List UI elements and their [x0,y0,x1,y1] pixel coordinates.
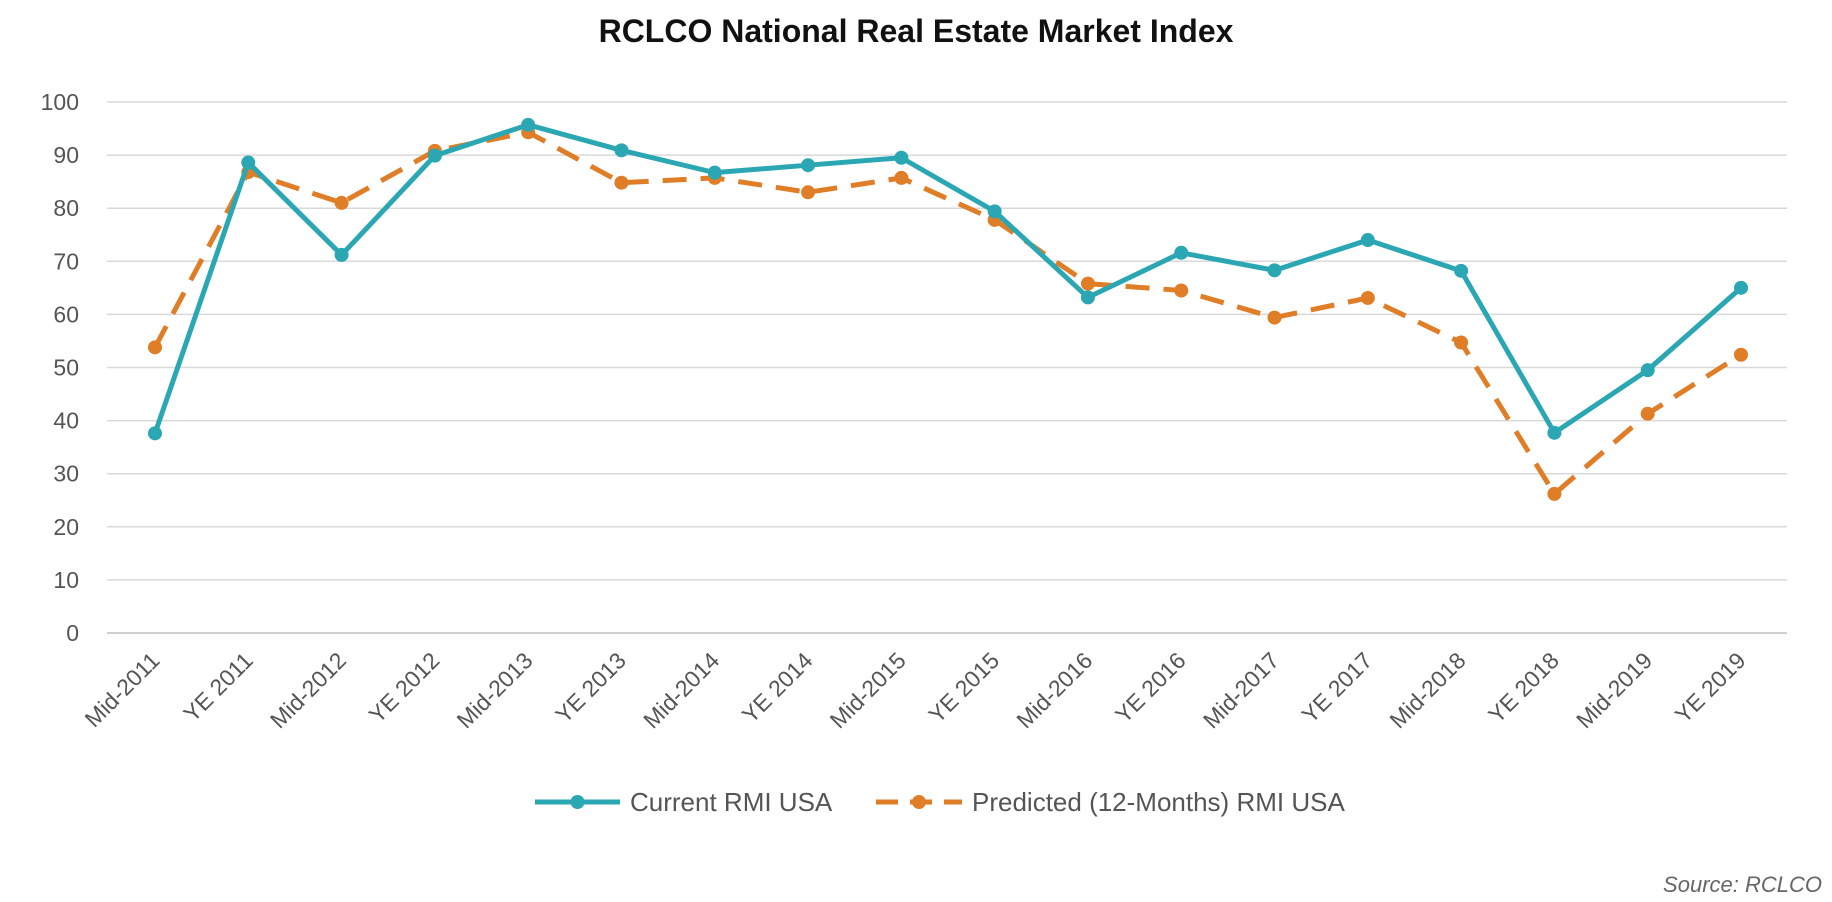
y-tick-label: 40 [53,408,79,434]
y-axis-tick-labels: 0 10 20 30 40 50 60 70 80 90 100 [41,89,79,646]
legend-swatch-marker [912,795,926,809]
data-point [801,185,816,200]
data-point [334,247,349,262]
data-point [987,204,1002,219]
y-tick-label: 30 [53,461,79,487]
legend: Current RMI USA Predicted (12-Months) RMI… [535,787,1345,817]
x-tick-label: Mid-2018 [1384,647,1470,733]
series-current-rmi-usa [148,117,1748,441]
data-point [1267,263,1282,278]
data-point [241,155,256,170]
x-tick-label: YE 2012 [364,647,445,728]
grid-layer [107,101,1787,634]
x-axis-tick-labels: Mid-2011 YE 2011 Mid-2012 YE 2012 Mid-2013 YE… [80,647,1751,733]
legend-swatch-marker [570,795,585,809]
y-tick-label: 10 [53,567,79,593]
data-point [707,165,722,180]
data-point [148,426,162,441]
x-tick-label: YE 2016 [1110,647,1191,728]
legend-item-predicted: Predicted (12-Months) RMI USA [876,787,1345,817]
data-point [1734,347,1748,362]
data-point [148,340,162,355]
x-tick-label: YE 2013 [550,647,631,728]
data-point [1734,280,1748,295]
y-tick-label: 100 [41,89,79,115]
data-point [801,158,816,173]
x-tick-label: YE 2019 [1670,647,1751,728]
data-point [334,195,349,210]
data-point [894,150,909,165]
series-layer [148,117,1748,501]
x-tick-label: Mid-2019 [1571,647,1657,733]
x-tick-label: Mid-2012 [265,647,351,733]
data-point [1174,283,1189,298]
data-point [894,170,909,185]
y-tick-label: 70 [53,248,79,274]
chart-title: RCLCO National Real Estate Market Index [599,13,1234,49]
y-tick-label: 0 [66,620,79,646]
x-tick-label: Mid-2017 [1198,647,1284,733]
data-point [1360,290,1375,305]
data-point [1454,263,1469,278]
x-tick-label: YE 2014 [737,647,818,728]
data-point [1454,335,1469,350]
data-point [1547,486,1562,501]
data-point [1360,233,1375,248]
data-point [1640,363,1655,378]
y-tick-label: 20 [53,514,79,540]
data-point [1174,245,1189,260]
legend-label: Predicted (12-Months) RMI USA [972,787,1345,817]
x-tick-label: Mid-2016 [1011,647,1097,733]
y-tick-label: 90 [53,142,79,168]
x-tick-label: YE 2018 [1483,647,1564,728]
legend-label: Current RMI USA [630,787,833,817]
data-point [521,117,536,132]
y-tick-label: 80 [53,195,79,221]
legend-item-current: Current RMI USA [535,787,833,817]
x-tick-label: YE 2015 [923,647,1004,728]
y-tick-label: 60 [53,301,79,327]
data-point [1080,276,1095,291]
x-tick-label: Mid-2011 [80,647,165,732]
data-point [1640,406,1655,421]
data-point [1547,425,1562,440]
x-tick-label: YE 2011 [178,647,258,727]
source-note: Source: RCLCO [1663,872,1822,897]
x-tick-label: Mid-2015 [825,647,911,733]
data-point [1267,310,1282,325]
y-tick-label: 50 [53,355,79,381]
x-tick-label: YE 2017 [1297,647,1378,728]
series-predicted-rmi-usa [148,125,1748,501]
data-point [614,175,629,190]
series-line [152,122,1744,436]
x-tick-label: Mid-2014 [638,647,724,733]
data-point [614,143,629,158]
series-line [152,129,1743,497]
data-point [1080,290,1095,305]
x-tick-label: Mid-2013 [452,647,538,733]
data-point [427,148,442,163]
